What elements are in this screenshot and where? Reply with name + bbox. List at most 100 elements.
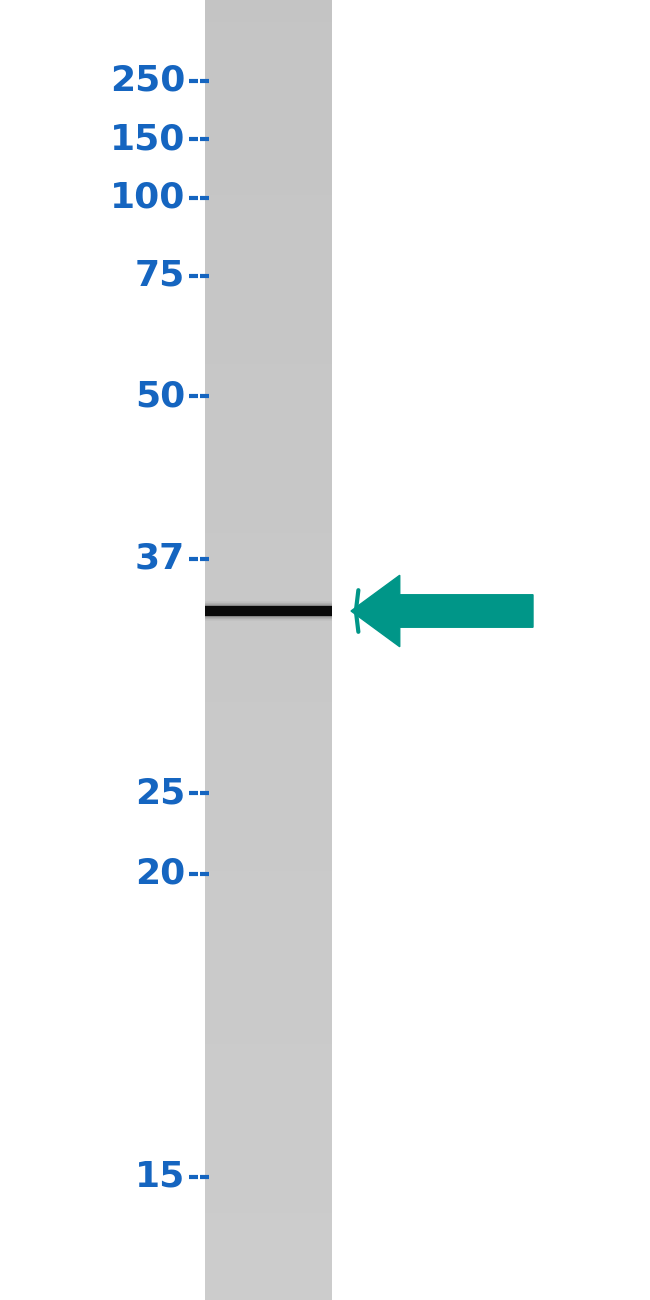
Bar [205, 381, 332, 386]
Bar [205, 646, 332, 650]
Bar [205, 1209, 332, 1213]
Bar [205, 763, 332, 767]
Bar [205, 1122, 332, 1127]
Bar [205, 468, 332, 472]
Bar [205, 1144, 332, 1148]
Bar [205, 958, 332, 962]
Bar [205, 581, 332, 585]
Bar [205, 1274, 332, 1278]
Bar [205, 377, 332, 381]
Bar [205, 1174, 332, 1179]
Bar [205, 715, 332, 719]
Bar [205, 30, 332, 35]
Bar [205, 264, 332, 269]
Bar [205, 1114, 332, 1118]
Bar [205, 1283, 332, 1287]
Bar [205, 897, 332, 901]
Bar [205, 225, 332, 230]
Bar [205, 836, 332, 841]
Bar [205, 230, 332, 234]
Bar [205, 1079, 332, 1083]
Text: 150: 150 [110, 122, 185, 156]
Bar [205, 992, 332, 997]
Bar [205, 793, 332, 797]
Bar [205, 446, 332, 451]
Bar [205, 1131, 332, 1135]
Bar [205, 893, 332, 897]
Bar [205, 442, 332, 446]
Bar [205, 9, 332, 13]
Bar [205, 256, 332, 260]
Bar [205, 1170, 332, 1174]
Bar [205, 4, 332, 9]
Bar [205, 1010, 332, 1014]
Bar [205, 1014, 332, 1018]
Bar [205, 1252, 332, 1257]
Bar [205, 251, 332, 256]
Bar [205, 325, 332, 329]
Bar [205, 1235, 332, 1239]
Bar [205, 550, 332, 555]
Bar [205, 1291, 332, 1296]
Bar [205, 56, 332, 61]
Bar [205, 667, 332, 672]
Bar [205, 43, 332, 48]
Bar [205, 563, 332, 568]
Bar [205, 524, 332, 529]
Bar [205, 234, 332, 238]
Bar [205, 199, 332, 204]
Bar [205, 503, 332, 507]
FancyArrow shape [351, 575, 533, 646]
Bar [205, 819, 332, 823]
Bar [205, 498, 332, 503]
Bar [205, 1140, 332, 1144]
Bar [205, 624, 332, 628]
Bar [205, 191, 332, 195]
Bar [205, 1088, 332, 1092]
Bar [205, 1109, 332, 1114]
Bar [205, 650, 332, 654]
Bar [205, 698, 332, 702]
Bar [205, 130, 332, 134]
Bar [205, 477, 332, 481]
Bar [205, 1096, 332, 1101]
Bar [205, 802, 332, 806]
Bar [205, 542, 332, 546]
Bar [205, 178, 332, 182]
Bar [205, 455, 332, 459]
Bar [205, 243, 332, 247]
Bar [205, 312, 332, 316]
Bar [205, 1036, 332, 1040]
Bar [205, 260, 332, 264]
Bar [205, 620, 332, 624]
Bar [205, 1070, 332, 1075]
Bar [205, 286, 332, 290]
Bar [205, 1066, 332, 1070]
Bar [205, 100, 332, 104]
Bar [205, 22, 332, 26]
Bar [205, 494, 332, 498]
Bar [205, 962, 332, 966]
Bar [205, 841, 332, 845]
Bar [205, 806, 332, 810]
Bar [205, 988, 332, 992]
Bar [205, 706, 332, 711]
Bar [205, 572, 332, 576]
Bar [205, 295, 332, 299]
Bar [205, 1218, 332, 1222]
Bar [205, 485, 332, 490]
Bar [205, 429, 332, 433]
Bar [205, 420, 332, 425]
Bar [205, 862, 332, 867]
Bar [205, 342, 332, 347]
Bar [205, 1287, 332, 1291]
Bar [205, 386, 332, 390]
Bar [205, 433, 332, 438]
Bar [205, 1257, 332, 1261]
Bar [205, 680, 332, 685]
Bar [205, 490, 332, 494]
Bar [205, 95, 332, 100]
Bar [205, 1192, 332, 1196]
Bar [205, 1157, 332, 1161]
Bar [205, 615, 332, 620]
